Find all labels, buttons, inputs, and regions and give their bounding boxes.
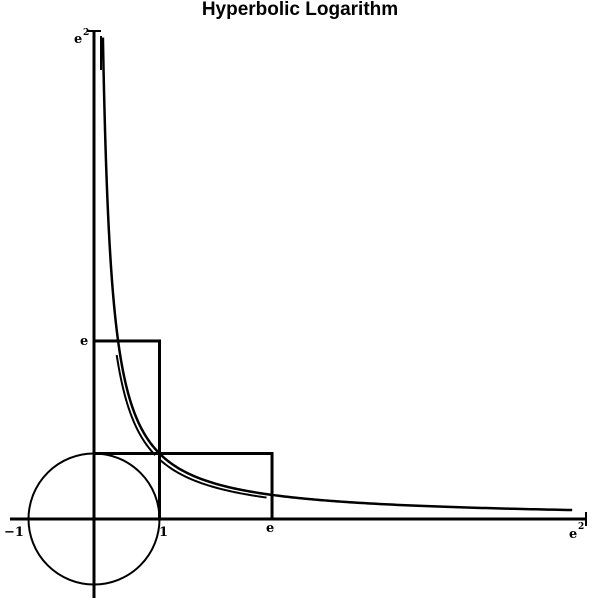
y-label-e-squared: e 2 <box>74 28 89 47</box>
x-label-one: 1 <box>159 525 168 540</box>
x-label-e-squared: e 2 <box>569 522 584 542</box>
x-label-e: e <box>266 521 274 536</box>
y-label-e: e <box>80 334 88 349</box>
x-label-minus-one: −1 <box>4 525 24 540</box>
svg-text:e: e <box>569 527 577 542</box>
area-rectangle-1 <box>92 339 161 456</box>
svg-text:2: 2 <box>83 28 89 38</box>
diagram-title: Hyperbolic Logarithm <box>201 0 399 20</box>
svg-text:e: e <box>74 32 82 47</box>
svg-text:2: 2 <box>578 522 584 532</box>
hyperbola-curve <box>101 37 573 512</box>
inner-curve-segment-1 <box>115 354 156 456</box>
area-rectangle-2 <box>158 452 274 521</box>
inner-curve-segment-2 <box>159 458 267 499</box>
